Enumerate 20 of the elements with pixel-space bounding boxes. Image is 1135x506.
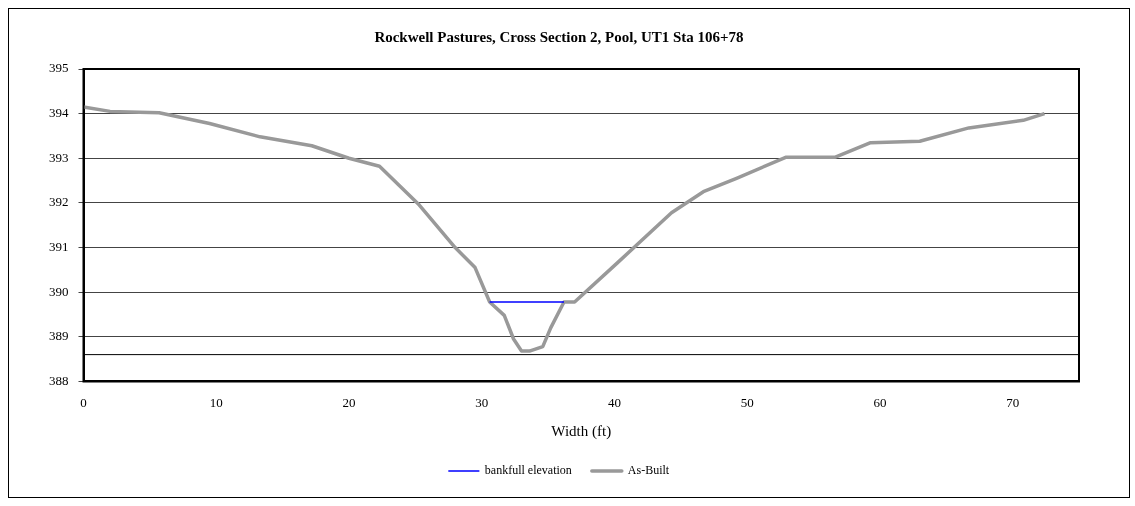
y-tick-label: 394 (49, 105, 69, 121)
chart-title: Rockwell Pastures, Cross Section 2, Pool, UT1 Sta 106+78 (374, 28, 744, 45)
y-tick-label: 391 (49, 238, 69, 254)
y-tick-label: 388 (49, 372, 69, 388)
y-tick-label: 393 (49, 149, 69, 165)
x-tick-label: 0 (80, 394, 87, 410)
y-tick-label: 395 (49, 60, 69, 76)
x-tick-label: 20 (342, 394, 356, 410)
x-axis-title: Width (ft) (551, 422, 612, 440)
x-tick-label: 40 (607, 394, 621, 410)
x-tick-label: 60 (873, 394, 887, 410)
legend-label: As-Built (627, 463, 670, 478)
x-tick-label: 70 (1006, 394, 1020, 410)
x-tick-label: 50 (740, 394, 754, 410)
legend-label: bankfull elevation (484, 463, 572, 478)
x-tick-label: 30 (475, 394, 489, 410)
y-tick-label: 390 (49, 283, 69, 299)
x-tick-label: 10 (209, 394, 223, 410)
y-tick-label: 392 (49, 194, 69, 210)
y-tick-label: 389 (49, 328, 69, 344)
